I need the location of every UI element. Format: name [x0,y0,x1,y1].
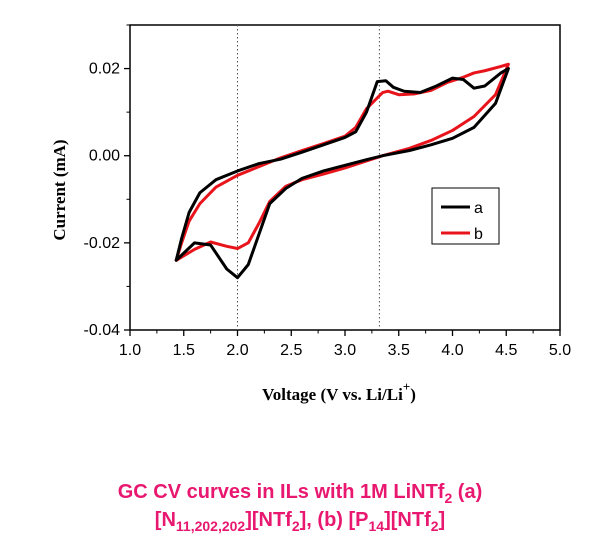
x-axis-label: Voltage (V vs. Li/Li+) [262,379,416,404]
reference-lines [237,25,380,330]
x-axis-label-sup: + [403,379,410,394]
x-axis-label-end: ) [410,385,416,404]
x-tick-label: 1.5 [173,342,195,359]
caption-line-2: [N11,202,202][NTf2], (b) [P14][NTf2] [0,506,600,540]
caption-text: [N [154,509,176,531]
caption-subscript: 14 [368,518,385,534]
x-tick-label: 4.0 [441,342,463,359]
caption-subscript: 11,202,202 [175,518,246,534]
x-tick-label: 1.0 [119,342,141,359]
y-axis: 0.02 0.00 -0.02 -0.04 [84,24,130,339]
y-axis-label: Current (mA) [50,139,69,240]
y-tick-label: -0.02 [84,235,121,252]
x-tick-label: 4.5 [495,342,517,359]
y-tick-label: 0.00 [89,148,120,165]
x-tick-label: 2.0 [226,342,248,359]
caption-text: ], (b) [P [299,509,369,531]
x-tick-label: 2.5 [280,342,302,359]
series-line-a [174,67,510,280]
y-tick-label: 0.02 [89,61,120,78]
x-axis: 1.0 1.5 2.0 2.5 3.0 3.5 4.0 4.5 5.0 [119,330,571,359]
caption-text: (a) [452,481,483,503]
caption-line-1: GC CV curves in ILs with 1M LiNTf2 (a) [0,478,600,512]
series-layer [174,62,510,280]
caption-subscript: 2 [430,518,439,534]
legend-label-a: a [474,200,483,217]
y-tick-label: -0.04 [84,322,121,339]
caption-text: ][NTf [245,509,292,531]
x-axis-label-text: Voltage (V vs. Li/Li [262,385,403,404]
caption-text: ] [438,509,446,531]
legend-box [431,187,500,245]
x-tick-label: 5.0 [549,342,571,359]
plot-area [129,24,561,331]
caption-subscript: 2 [291,518,300,534]
cv-chart: 1.0 1.5 2.0 2.5 3.0 3.5 4.0 4.5 5.0 0.02 0.00 -0.0… [50,24,571,404]
x-tick-label: 3.5 [388,342,410,359]
legend-label-b: b [474,226,483,243]
x-tick-label: 3.0 [334,342,356,359]
caption-subscript: 2 [444,490,453,506]
caption-text: GC CV curves in ILs with 1M LiNTf [117,481,445,503]
legend: a b [431,187,500,245]
caption-text: ][NTf [384,509,431,531]
